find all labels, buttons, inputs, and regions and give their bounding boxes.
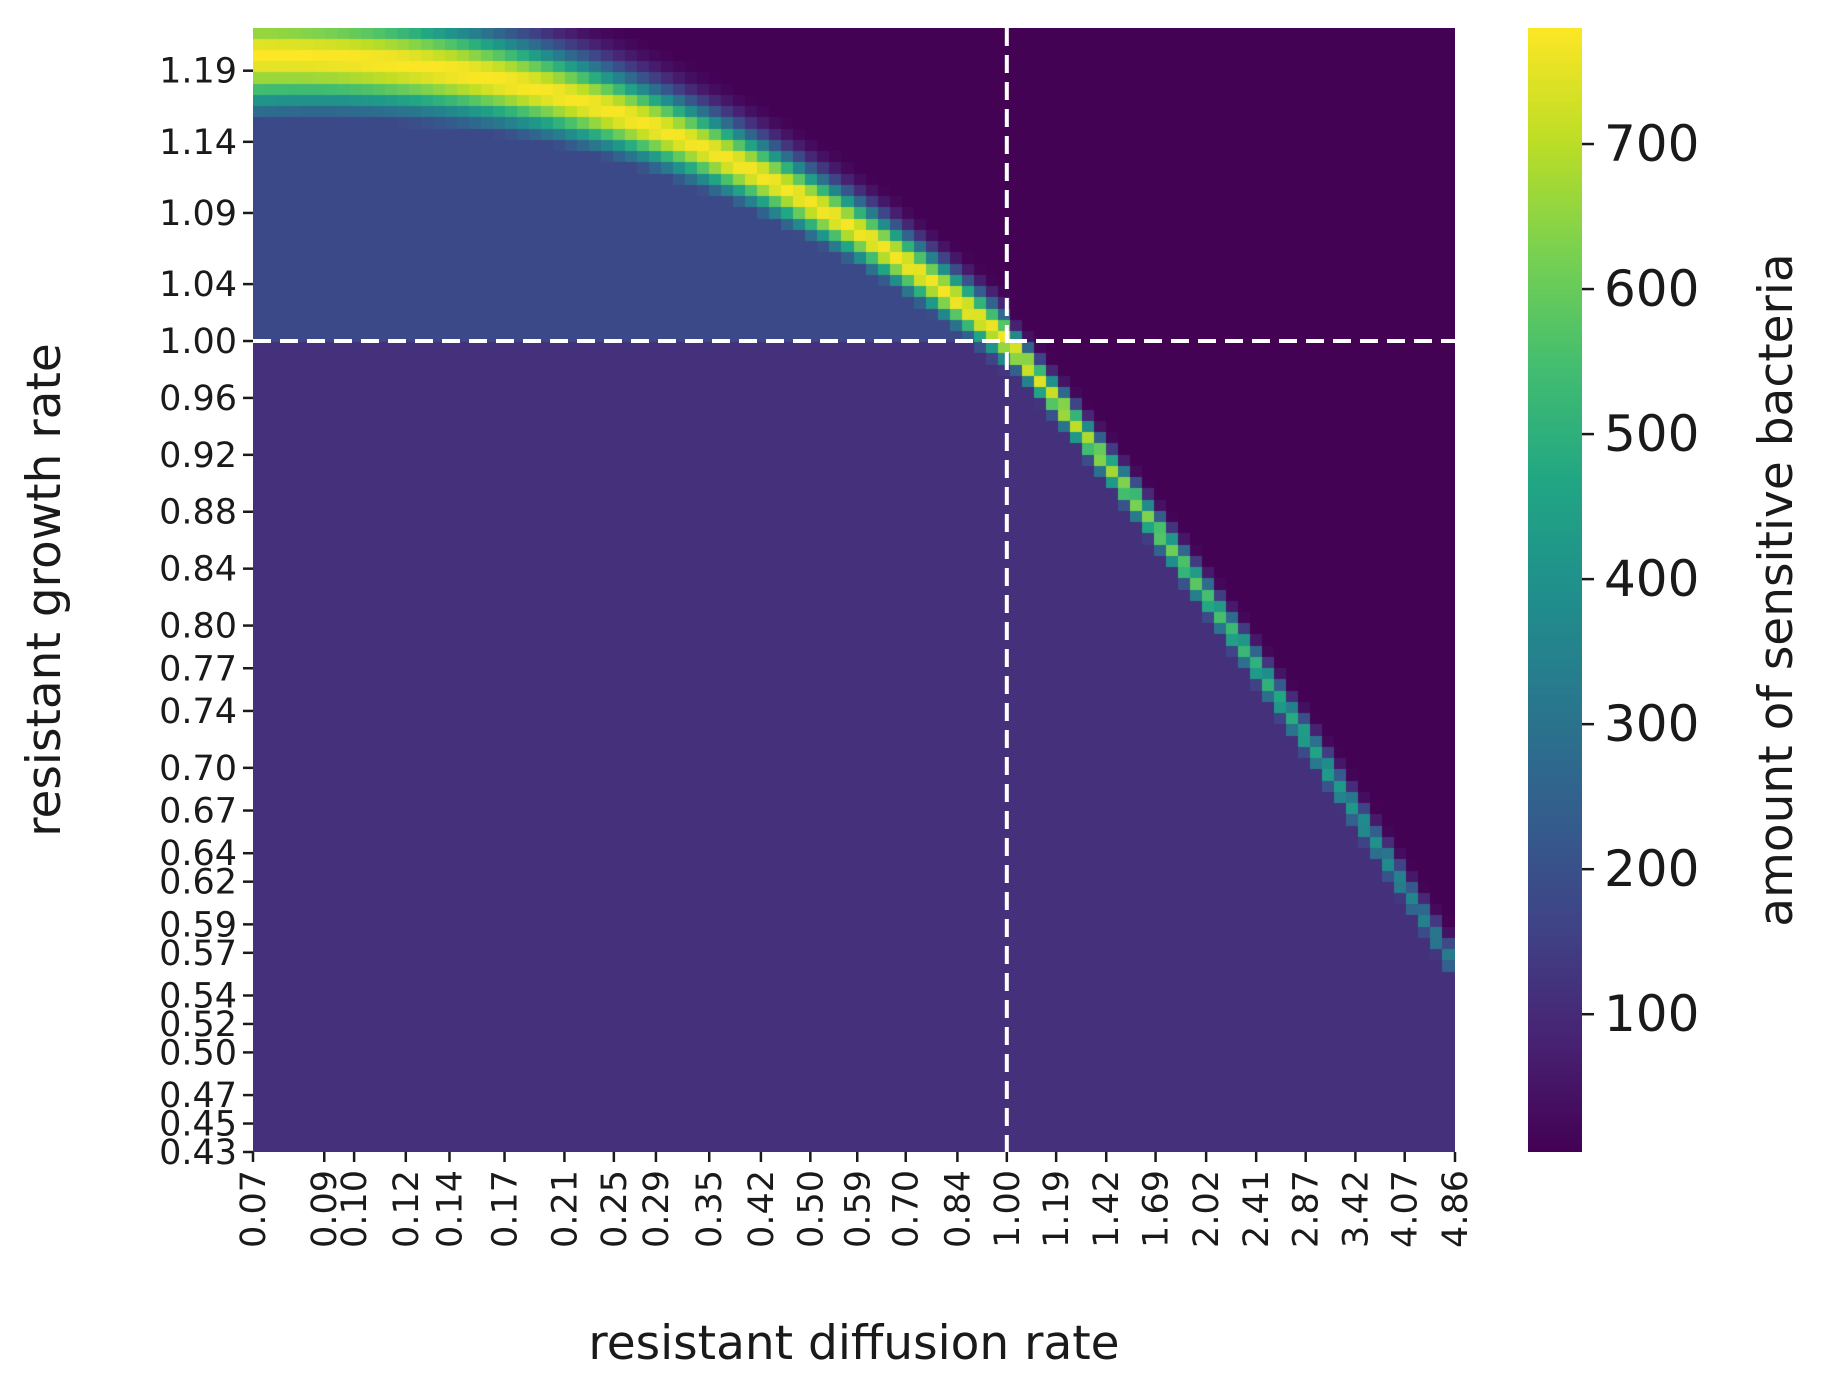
y-tick-label: 0.88 xyxy=(159,493,237,533)
x-tick-label: 0.17 xyxy=(486,1170,526,1248)
x-tick-label: 0.35 xyxy=(690,1170,730,1248)
x-tick-label: 0.70 xyxy=(887,1170,927,1248)
y-tick-label: 1.09 xyxy=(159,194,237,234)
y-tick-label: 0.80 xyxy=(159,607,237,647)
y-tick-label: 0.92 xyxy=(159,436,237,476)
x-tick-label: 0.07 xyxy=(234,1170,274,1248)
y-tick-label: 1.14 xyxy=(159,123,237,163)
y-tick-label: 0.77 xyxy=(159,649,237,689)
y-tick-label: 0.96 xyxy=(159,379,237,419)
y-tick-label: 0.50 xyxy=(159,1033,237,1073)
x-tick-label: 0.14 xyxy=(430,1170,470,1248)
colorbar-ticks: 100 200 300 400 500 600 700 xyxy=(1582,115,1699,1043)
x-tick-label: 0.10 xyxy=(335,1170,375,1248)
colorbar-tick-label: 500 xyxy=(1604,405,1699,463)
y-axis-label: resistant growth rate xyxy=(17,343,72,837)
y-tick-label: 0.45 xyxy=(159,1105,237,1145)
x-tick-label: 4.07 xyxy=(1386,1170,1426,1248)
x-tick-label: 0.12 xyxy=(387,1170,427,1248)
colorbar-label: amount of sensitive bacteria xyxy=(1749,253,1804,926)
y-axis-ticks: 1.19 1.14 1.09 1.04 1.00 0.96 0.92 0.88 0.84 0.80… xyxy=(159,52,253,1173)
x-tick-label: 1.69 xyxy=(1137,1170,1177,1248)
x-tick-label: 2.02 xyxy=(1187,1170,1227,1248)
x-tick-label: 1.42 xyxy=(1087,1170,1127,1248)
x-tick-label: 2.41 xyxy=(1237,1170,1277,1248)
x-axis-label: resistant diffusion rate xyxy=(588,1316,1119,1371)
y-tick-label: 1.19 xyxy=(159,52,237,92)
y-tick-label: 0.84 xyxy=(159,550,237,590)
y-tick-label: 1.00 xyxy=(159,322,237,362)
colorbar-tick-label: 200 xyxy=(1604,840,1699,898)
x-axis-ticks: 0.07 0.090.10 0.12 0.14 0.17 0.21 0.25 0.29 0.35… xyxy=(234,1152,1476,1248)
x-tick-label: 0.59 xyxy=(838,1170,878,1248)
y-tick-label: 0.64 xyxy=(159,834,237,874)
x-tick-label: 0.84 xyxy=(938,1170,978,1248)
colorbar-tick-label: 400 xyxy=(1604,550,1699,608)
heatmap-cells xyxy=(253,28,1455,1152)
y-tick-label: 0.52 xyxy=(159,1005,237,1045)
y-tick-label: 1.04 xyxy=(159,265,237,305)
x-tick-label: 0.21 xyxy=(545,1170,585,1248)
y-tick-label: 0.70 xyxy=(159,749,237,789)
x-tick-label: 4.86 xyxy=(1436,1170,1476,1248)
y-tick-label: 0.57 xyxy=(159,934,237,974)
x-tick-label: 0.50 xyxy=(791,1170,831,1248)
x-tick-label: 3.42 xyxy=(1336,1170,1376,1248)
colorbar-gradient xyxy=(1528,28,1582,1152)
x-tick-label: 1.19 xyxy=(1037,1170,1077,1248)
y-tick-label: 0.67 xyxy=(159,792,237,832)
y-tick-label: 0.74 xyxy=(159,692,237,732)
y-tick-label: 0.59 xyxy=(159,905,237,945)
colorbar-tick-label: 300 xyxy=(1604,695,1699,753)
colorbar-tick-label: 100 xyxy=(1604,985,1699,1043)
x-tick-label: 2.87 xyxy=(1287,1170,1327,1248)
x-tick-label: 0.09 xyxy=(305,1170,345,1248)
colorbar-tick-label: 600 xyxy=(1604,260,1699,318)
x-tick-label: 0.29 xyxy=(637,1170,677,1248)
reference-lines xyxy=(253,28,1455,1152)
y-tick-label: 0.62 xyxy=(159,863,237,903)
colorbar-tick-label: 700 xyxy=(1604,115,1699,173)
x-tick-label: 1.00 xyxy=(988,1170,1028,1248)
y-tick-label: 0.54 xyxy=(159,976,237,1016)
x-tick-label: 0.25 xyxy=(595,1170,635,1248)
y-tick-label: 0.43 xyxy=(159,1133,237,1173)
x-tick-label: 0.42 xyxy=(742,1170,782,1248)
y-tick-label: 0.47 xyxy=(159,1076,237,1116)
